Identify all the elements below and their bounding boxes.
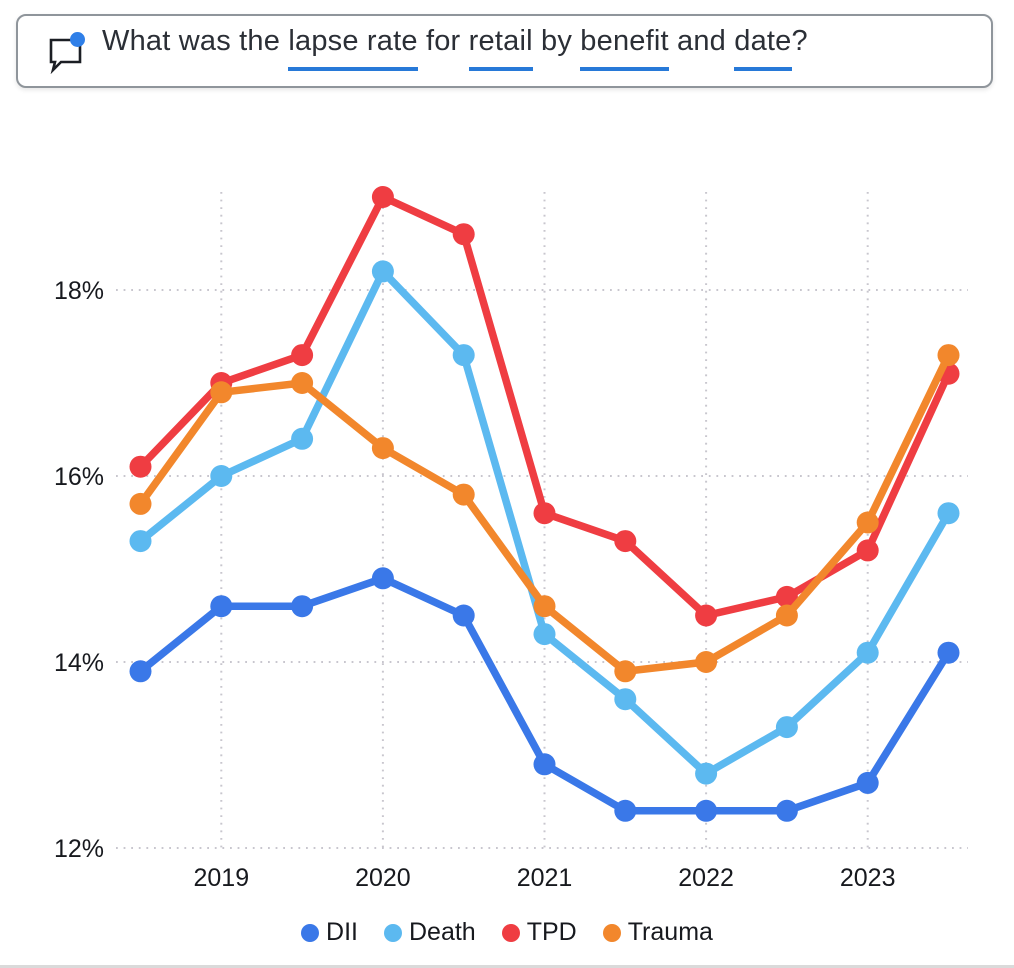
x-axis-tick-label: 2020 [355,864,411,892]
point-trauma-2020.5[interactable] [452,483,475,506]
legend-dot-trauma [602,923,621,942]
point-death-2023.5[interactable] [937,502,960,525]
point-death-2023[interactable] [856,641,879,664]
legend-item-death[interactable]: Death [384,920,476,945]
point-dii-2022.5[interactable] [775,799,798,822]
y-axis-tick-label: 14% [54,649,104,677]
question-text-segment: by [532,24,581,57]
point-tpd-2018.5[interactable] [129,455,152,478]
point-trauma-2018.5[interactable] [129,492,152,515]
point-trauma-2019.5[interactable] [291,372,314,394]
legend-label: Trauma [627,918,713,946]
legend-dot-dii [301,923,320,942]
point-death-2021[interactable] [533,623,556,646]
point-dii-2022[interactable] [695,799,718,822]
point-death-2020[interactable] [371,260,394,283]
point-death-2020.5[interactable] [452,344,475,367]
point-dii-2023.5[interactable] [937,641,960,664]
legend-label: TPD [526,918,577,946]
point-dii-2020[interactable] [371,567,394,590]
y-axis-tick-label: 12% [54,835,104,863]
point-death-2019[interactable] [210,465,233,487]
question-text-segment: What was the [102,24,289,57]
question-box: What was the lapse rate for retail by be… [16,14,993,88]
point-tpd-2022.5[interactable] [775,585,798,608]
x-axis-tick-label: 2023 [840,864,896,892]
point-tpd-2020[interactable] [371,186,394,208]
point-dii-2019[interactable] [210,595,233,618]
point-trauma-2021[interactable] [533,595,556,618]
point-tpd-2021.5[interactable] [614,530,637,553]
point-trauma-2020[interactable] [371,437,394,460]
point-death-2018.5[interactable] [129,530,152,553]
chart-legend: DII Death TPD Trauma [0,920,1014,945]
notification-dot [70,32,85,47]
x-axis-tick-label: 2022 [678,864,734,892]
lapse-rate-line-chart: 12% 14% 16% 18% 2019 2020 2021 2022 2023 [54,186,968,892]
question-text: What was the lapse rate for retail by be… [102,25,808,72]
entity-retail[interactable]: retail [468,25,533,72]
legend-dot-death [384,923,402,942]
legend-item-dii[interactable]: DII [301,920,358,945]
point-trauma-2023.5[interactable] [937,344,960,367]
point-dii-2018.5[interactable] [129,660,152,683]
point-death-2021.5[interactable] [614,688,637,711]
y-axis-tick-label: 16% [54,463,104,491]
point-tpd-2023[interactable] [856,539,879,562]
question-text-segment: for [417,24,469,57]
page-bottom-edge [0,965,1014,968]
point-tpd-2019.5[interactable] [291,344,314,367]
point-dii-2021[interactable] [533,753,556,776]
legend-dot-tpd [501,923,520,942]
x-axis-tick-label: 2021 [517,864,573,892]
x-axis-tick-label: 2019 [193,864,249,892]
question-text-segment: and [668,24,735,57]
legend-label: DII [326,918,358,946]
point-trauma-2021.5[interactable] [614,660,637,683]
point-dii-2021.5[interactable] [614,799,637,822]
point-tpd-2021[interactable] [533,502,556,525]
point-dii-2019.5[interactable] [291,595,314,618]
point-dii-2020.5[interactable] [452,604,475,627]
point-death-2019.5[interactable] [291,427,314,450]
legend-item-trauma[interactable]: Trauma [602,918,713,946]
y-axis-tick-label: 18% [54,277,104,305]
entity-benefit[interactable]: benefit [580,25,669,72]
point-death-2022[interactable] [695,762,718,785]
point-tpd-2022[interactable] [695,604,718,627]
entity-date[interactable]: date [734,25,792,72]
speech-bubble-icon [49,32,85,74]
legend-label: Death [409,918,476,946]
point-dii-2023[interactable] [856,771,879,794]
entity-lapse-rate[interactable]: lapse rate [288,25,418,72]
point-trauma-2022.5[interactable] [775,604,798,627]
question-text-segment: ? [791,24,808,57]
legend-item-tpd[interactable]: TPD [501,918,577,946]
point-trauma-2022[interactable] [695,651,718,673]
point-death-2022.5[interactable] [775,716,798,739]
point-trauma-2023[interactable] [856,511,879,534]
point-tpd-2020.5[interactable] [452,223,475,246]
point-trauma-2019[interactable] [210,381,233,404]
